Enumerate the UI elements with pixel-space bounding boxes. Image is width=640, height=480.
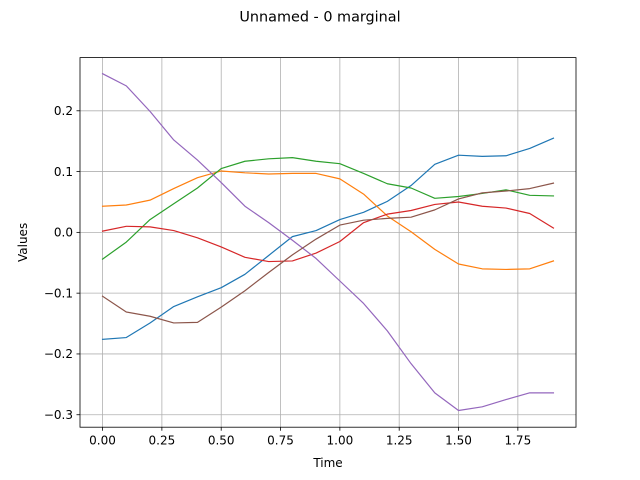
x-tick-label: 0.75 — [267, 434, 294, 448]
y-tick-label: −0.1 — [44, 286, 73, 300]
x-tick-label: 0.25 — [149, 434, 176, 448]
chart-title: Unnamed - 0 marginal — [239, 10, 400, 26]
y-tick-label: −0.2 — [44, 347, 73, 361]
y-tick-label: 0.0 — [54, 226, 73, 240]
x-tick-label: 0.50 — [208, 434, 235, 448]
y-axis-label: Values — [16, 223, 30, 262]
series-line-2 — [101, 170, 555, 271]
x-tick-label: 1.00 — [327, 434, 354, 448]
y-tick-label: 0.1 — [54, 165, 73, 179]
tick-layer: 0.00 0.25 0.50 0.75 1.00 1.25 1.50 1.75 −0.3 −0.2… — [44, 104, 531, 448]
plot-area — [80, 57, 576, 428]
x-tick-label: 1.75 — [504, 434, 531, 448]
x-axis-label: Time — [312, 456, 342, 470]
series-line-4 — [101, 201, 555, 263]
x-tick-label: 1.25 — [386, 434, 413, 448]
y-tick-label: −0.3 — [44, 408, 73, 422]
series-layer — [101, 72, 555, 412]
series-line-5 — [101, 72, 555, 412]
x-tick-label: 0.00 — [89, 434, 116, 448]
x-tick-label: 1.50 — [445, 434, 472, 448]
plot-frame — [79, 57, 577, 428]
y-tick-label: 0.2 — [54, 104, 73, 118]
series-line-6 — [101, 182, 555, 324]
grid-layer — [80, 57, 576, 428]
series-line-1 — [101, 137, 555, 341]
